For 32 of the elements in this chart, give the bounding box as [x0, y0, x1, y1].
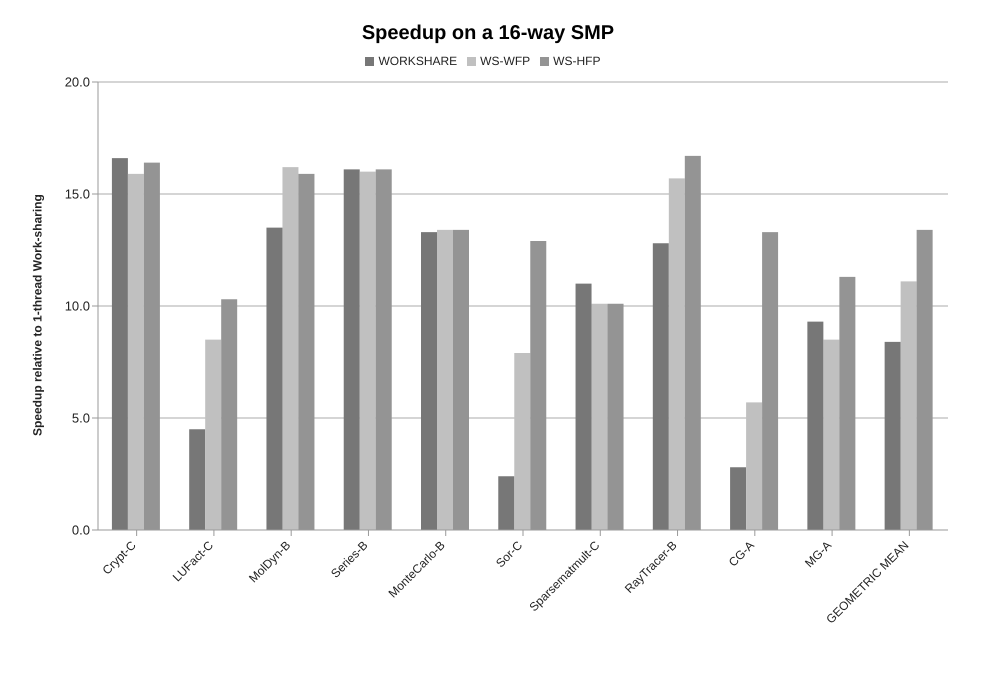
- y-tick-label: 5.0: [72, 410, 90, 426]
- bar: [128, 174, 144, 530]
- bar: [900, 281, 917, 530]
- bar: [189, 429, 206, 530]
- y-tick-label: 10.0: [64, 298, 90, 314]
- y-tick-label: 15.0: [64, 186, 90, 202]
- y-tick-label: 0.0: [72, 522, 90, 538]
- chart-title: Speedup on a 16-way SMP: [360, 21, 616, 46]
- bar: [746, 402, 762, 530]
- legend-label: WORKSHARE: [378, 54, 458, 68]
- bar: [360, 172, 376, 530]
- bar: [266, 228, 282, 530]
- bar: [652, 243, 669, 530]
- bar: [205, 340, 222, 530]
- bar: [592, 304, 608, 530]
- bar: [823, 340, 840, 530]
- bar: [514, 353, 530, 530]
- legend-label: WS-HFP: [553, 54, 600, 68]
- bar: [668, 178, 685, 530]
- y-tick-label: 20.0: [64, 74, 90, 90]
- bar: [730, 467, 746, 530]
- legend-label: WS-WFP: [480, 54, 530, 68]
- y-axis-title: Speedup relative to 1-thread Work-sharing: [30, 194, 44, 436]
- bar: [437, 230, 453, 530]
- bar: [884, 342, 901, 530]
- bar: [498, 476, 514, 530]
- bar: [282, 167, 298, 530]
- bar: [344, 169, 360, 530]
- bar: [807, 322, 824, 530]
- bar: [421, 232, 437, 530]
- bar: [576, 284, 592, 530]
- bar: [112, 158, 128, 530]
